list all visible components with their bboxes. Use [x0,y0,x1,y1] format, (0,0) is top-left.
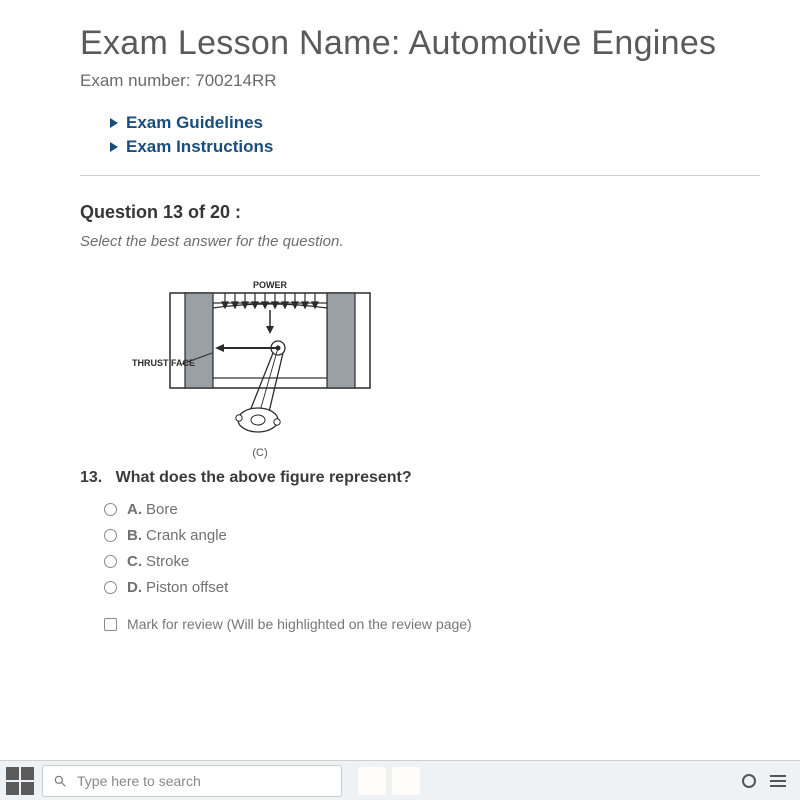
checkbox-icon[interactable] [104,618,117,631]
question-number: 13. [80,469,102,486]
mark-review-label: Mark for review (Will be highlighted on … [127,616,472,632]
radio-icon[interactable] [104,503,117,516]
search-icon [53,774,67,788]
guidelines-block: Exam Guidelines Exam Instructions [110,113,760,157]
app-icon[interactable] [392,767,420,795]
chevron-right-icon [110,118,118,128]
task-view-icon[interactable] [770,775,786,787]
question-figure: POWER [130,268,760,459]
radio-icon[interactable] [104,555,117,568]
exam-guidelines-link[interactable]: Exam Guidelines [110,113,760,133]
chevron-right-icon [110,142,118,152]
option-text: Bore [146,501,178,518]
exam-instructions-link[interactable]: Exam Instructions [110,137,760,157]
instructions-label: Exam Instructions [126,137,273,157]
piston-diagram-icon: POWER [130,268,390,438]
option-letter: D. [127,579,142,596]
exam-page: Exam Lesson Name: Automotive Engines Exa… [0,0,800,760]
answer-options: A. Bore B. Crank angle C. Stroke D. Pist… [104,501,760,596]
question-heading: Question 13 of 20 : [80,202,760,223]
app-icon[interactable] [358,767,386,795]
option-letter: B. [127,527,142,544]
question-text: 13. What does the above figure represent… [80,469,760,487]
section-divider [80,175,760,176]
system-tray[interactable] [742,774,800,788]
radio-icon[interactable] [104,581,117,594]
exam-number: Exam number: 700214RR [80,71,760,91]
question-body: What does the above figure represent? [116,469,412,486]
option-text: Piston offset [146,579,228,596]
guidelines-label: Exam Guidelines [126,113,263,133]
option-d[interactable]: D. Piston offset [104,579,760,596]
taskbar-pinned-apps [358,767,420,795]
option-letter: A. [127,501,142,518]
windows-taskbar[interactable]: Type here to search [0,760,800,800]
search-placeholder: Type here to search [77,773,201,789]
option-text: Crank angle [146,527,227,544]
option-text: Stroke [146,553,189,570]
option-letter: C. [127,553,142,570]
option-a[interactable]: A. Bore [104,501,760,518]
svg-text:POWER: POWER [253,280,288,290]
question-instruction: Select the best answer for the question. [80,233,760,250]
radio-icon[interactable] [104,529,117,542]
option-b[interactable]: B. Crank angle [104,527,760,544]
cortana-icon[interactable] [742,774,756,788]
start-button[interactable] [6,767,34,795]
option-c[interactable]: C. Stroke [104,553,760,570]
taskbar-search[interactable]: Type here to search [42,765,342,797]
page-title: Exam Lesson Name: Automotive Engines [80,24,760,63]
mark-for-review[interactable]: Mark for review (Will be highlighted on … [104,616,760,632]
figure-caption: (C) [130,447,390,459]
